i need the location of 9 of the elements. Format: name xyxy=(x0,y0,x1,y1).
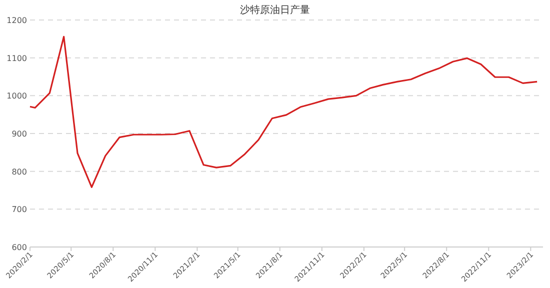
y-tick-label: 1200 xyxy=(6,16,27,25)
y-tick-label: 700 xyxy=(12,205,27,214)
chart-title: 沙特原油日产量 xyxy=(240,4,310,16)
y-tick-label: 900 xyxy=(12,130,27,138)
y-tick-label: 600 xyxy=(12,243,27,252)
line-series xyxy=(29,36,538,188)
y-tick-label: 1000 xyxy=(6,92,27,101)
y-tick-label: 1100 xyxy=(6,54,27,63)
y-tick-label: 800 xyxy=(12,167,27,176)
